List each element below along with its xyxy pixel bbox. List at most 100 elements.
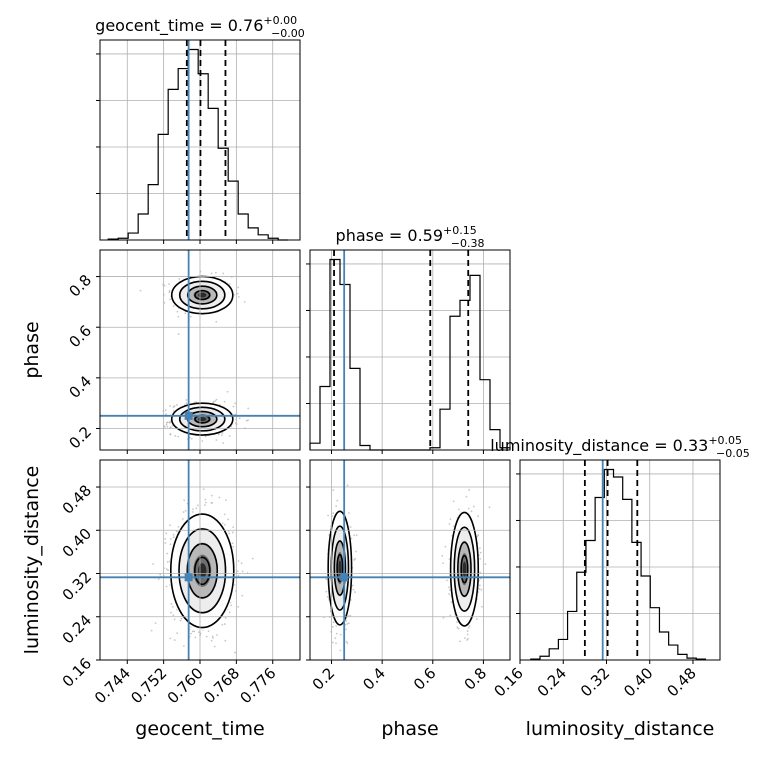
sample-point xyxy=(150,629,153,632)
density-level-4 xyxy=(198,416,207,422)
sample-point xyxy=(226,390,229,393)
x-tick-label-phase: 0.6 xyxy=(410,664,440,694)
sample-point xyxy=(193,630,196,633)
x-axis-label-luminosity_distance: luminosity_distance xyxy=(526,718,715,740)
sample-point xyxy=(165,585,168,588)
sample-point xyxy=(159,573,162,576)
title-plus: +0.00 xyxy=(263,14,297,27)
sample-point xyxy=(234,402,237,405)
sample-point xyxy=(177,525,180,528)
panel-content xyxy=(150,488,254,654)
sample-point xyxy=(204,501,207,504)
sample-point xyxy=(449,518,452,521)
scatter-panel-geocent_time_vs_phase xyxy=(96,249,301,454)
sample-point xyxy=(210,272,213,275)
sample-point xyxy=(332,512,335,515)
sample-point xyxy=(166,552,169,555)
sample-point xyxy=(354,591,356,593)
sample-point xyxy=(165,413,167,416)
sample-point xyxy=(169,537,172,540)
sample-point xyxy=(479,571,482,574)
sample-point xyxy=(157,578,160,581)
x-tick-label-geocent_time: 0.776 xyxy=(236,664,279,707)
sample-point xyxy=(446,579,448,582)
sample-point xyxy=(163,425,166,428)
sample-point xyxy=(195,507,198,510)
sample-point xyxy=(326,595,329,598)
sample-point xyxy=(475,618,478,621)
sample-point xyxy=(444,545,447,548)
histogram-geocent_time xyxy=(107,48,289,241)
sample-point xyxy=(172,614,175,617)
sample-point xyxy=(223,623,226,625)
sample-point xyxy=(191,511,194,513)
sample-point xyxy=(479,551,482,554)
sample-point xyxy=(154,622,157,625)
contour-line-1 xyxy=(178,406,226,432)
sample-point xyxy=(442,616,445,619)
sample-point xyxy=(245,419,248,422)
contour-line-2 xyxy=(186,542,219,599)
sample-point xyxy=(335,642,337,645)
sample-point xyxy=(169,405,172,407)
density-level-4 xyxy=(338,560,342,576)
sample-point xyxy=(232,545,235,548)
sample-point xyxy=(185,402,188,404)
y-tick-label-luminosity_distance: 0.24 xyxy=(59,611,95,647)
y-tick-label-phase: 0.8 xyxy=(65,271,95,301)
sample-point xyxy=(165,422,168,424)
sample-point xyxy=(348,512,350,514)
sample-point xyxy=(241,594,244,597)
sample-point xyxy=(215,398,218,401)
sample-point xyxy=(178,278,181,280)
x-tick-label-luminosity_distance: 0.24 xyxy=(534,664,570,700)
sample-point xyxy=(167,569,169,572)
sample-point xyxy=(484,563,487,566)
truth-marker xyxy=(184,573,193,582)
sample-point xyxy=(184,312,187,315)
y-axis-label-phase: phase xyxy=(21,321,43,378)
sample-point xyxy=(183,499,186,502)
sample-point xyxy=(477,515,480,518)
sample-point xyxy=(251,557,254,560)
y-tick-label-luminosity_distance: 0.40 xyxy=(59,525,95,561)
sample-point xyxy=(325,578,328,581)
sample-point xyxy=(351,584,354,587)
sample-point xyxy=(448,523,451,525)
sample-point xyxy=(243,300,246,303)
sample-point xyxy=(353,534,356,537)
sample-point xyxy=(237,286,240,289)
sample-point xyxy=(232,526,235,529)
hist-panel-phase: phase = 0.59+0.15 −0.38 xyxy=(306,224,511,454)
sample-point xyxy=(448,586,450,589)
sample-point xyxy=(211,502,214,504)
contour-line-3 xyxy=(336,553,344,583)
sample-point xyxy=(325,590,328,593)
sample-point xyxy=(169,543,172,546)
scatter-panel-geocent_time_vs_luminosity_distance xyxy=(96,459,301,664)
sample-point xyxy=(467,626,470,629)
sample-point xyxy=(189,315,192,318)
sample-point xyxy=(224,639,227,642)
scatter-panel-phase_vs_luminosity_distance xyxy=(306,459,511,664)
sample-point xyxy=(192,508,194,511)
sample-point xyxy=(232,405,235,408)
x-tick-label-phase: 0.4 xyxy=(359,664,389,694)
sample-point xyxy=(205,635,208,638)
sample-point xyxy=(212,400,215,403)
sample-point xyxy=(139,289,142,292)
density-level-4 xyxy=(462,561,467,577)
contour-line-3 xyxy=(194,289,211,301)
x-axis-label-geocent_time: geocent_time xyxy=(135,718,264,740)
sample-point xyxy=(175,530,178,533)
sample-point xyxy=(166,560,169,563)
sample-point xyxy=(441,554,444,557)
sample-point xyxy=(459,640,461,643)
sample-point xyxy=(237,560,240,562)
sample-point xyxy=(191,630,194,633)
sample-point xyxy=(355,534,358,537)
sample-point xyxy=(211,635,214,638)
sample-point xyxy=(164,409,167,411)
sample-point xyxy=(221,623,224,626)
sample-point xyxy=(448,589,451,592)
